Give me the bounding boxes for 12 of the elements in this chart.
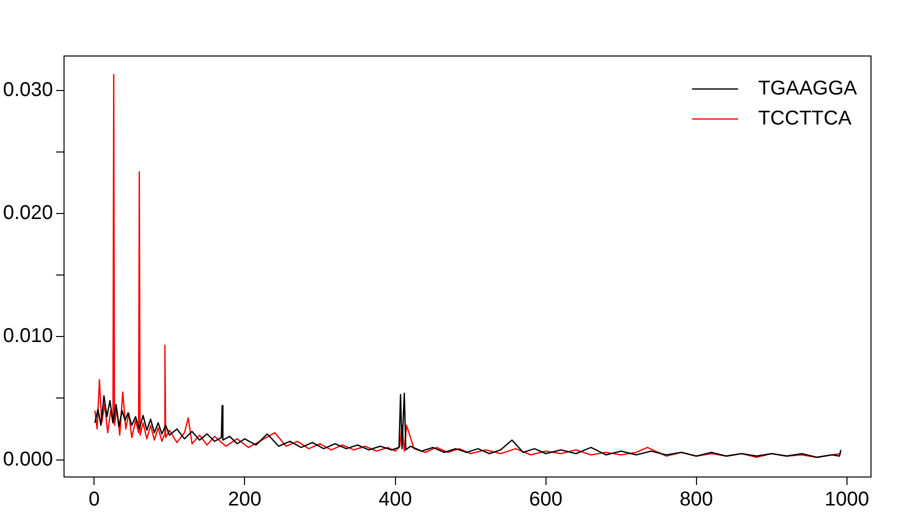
x-tick-label: 800 <box>680 488 714 511</box>
y-tick-label: 0.000 <box>2 448 54 470</box>
legend-label: TCCTTCA <box>758 108 852 130</box>
x-tick-label: 600 <box>529 488 562 511</box>
x-tick-label: 0 <box>88 488 100 511</box>
y-tick-label: 0.020 <box>2 202 54 224</box>
y-tick-label: 0.010 <box>2 325 54 348</box>
legend-label: TGAAGGA <box>758 78 858 100</box>
x-tick-label: 1000 <box>824 488 870 511</box>
x-tick-label: 400 <box>378 488 412 511</box>
x-tick-label: 200 <box>228 488 262 511</box>
y-tick-label: 0.030 <box>2 78 54 101</box>
